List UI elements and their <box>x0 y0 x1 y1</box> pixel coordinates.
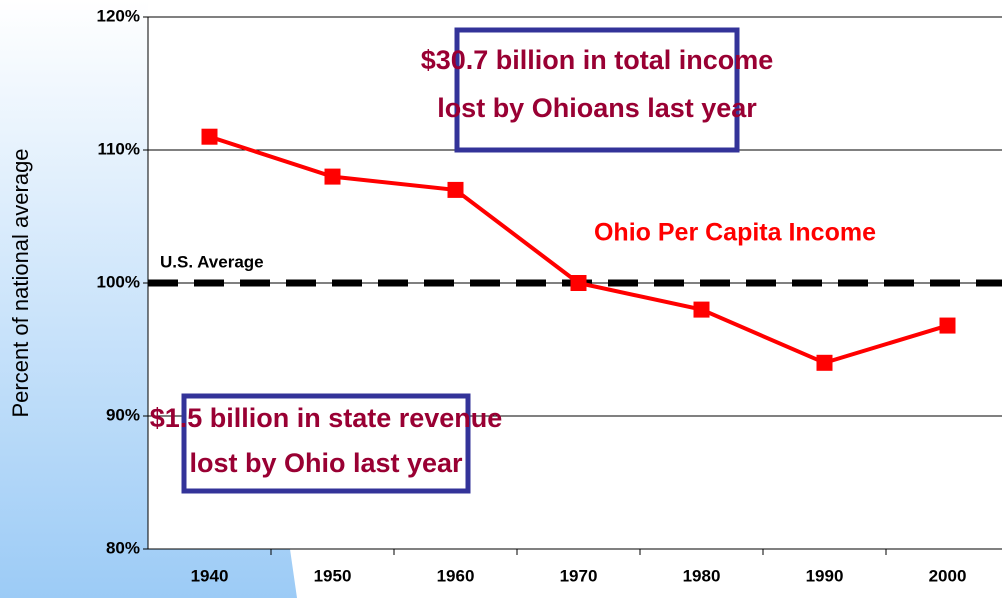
x-tick-label: 1950 <box>314 566 352 585</box>
reference-label: U.S. Average <box>160 252 264 271</box>
annotation-text: $30.7 billion in total income <box>421 45 774 75</box>
data-point <box>447 181 464 198</box>
y-tick-label: 110% <box>97 139 140 158</box>
x-tick-label: 1980 <box>683 566 721 585</box>
data-point <box>570 275 587 291</box>
annotation-text: $1.5 billion in state revenue <box>150 403 503 433</box>
series-label: Ohio Per Capita Income <box>594 219 876 247</box>
annotation-text: lost by Ohio last year <box>189 448 463 478</box>
data-point <box>693 301 710 318</box>
y-tick-label: 80% <box>106 538 140 557</box>
x-tick-label: 2000 <box>929 566 967 585</box>
data-point <box>201 128 218 145</box>
data-point <box>324 168 341 185</box>
x-tick-label: 1990 <box>806 566 844 585</box>
annotation-text: lost by Ohioans last year <box>437 93 757 123</box>
x-tick-label: 1940 <box>191 566 229 585</box>
data-point <box>939 317 956 334</box>
y-tick-label: 100% <box>97 272 140 291</box>
x-tick-label: 1960 <box>437 566 475 585</box>
y-tick-label: 120% <box>97 6 140 25</box>
y-axis-label: Percent of national average <box>8 148 33 417</box>
annotation-box <box>454 27 740 153</box>
background <box>0 0 297 598</box>
annotation-box <box>181 393 471 494</box>
x-tick-label: 1970 <box>560 566 598 585</box>
y-tick-label: 90% <box>106 405 140 424</box>
data-point <box>816 354 833 371</box>
